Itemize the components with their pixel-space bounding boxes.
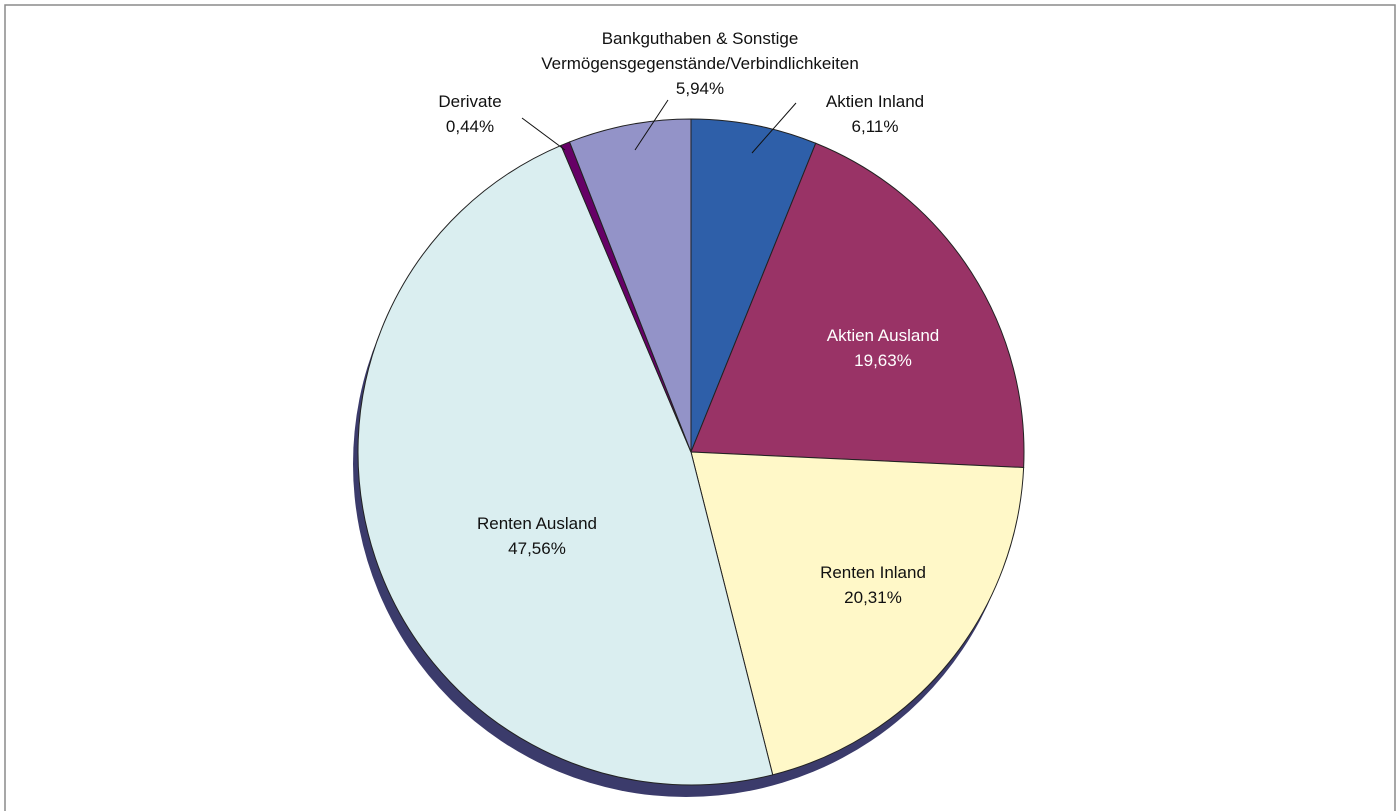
slice-label: Aktien Inland [825,92,925,111]
pie-slice [690,451,1025,776]
pie-slice [690,118,817,453]
slice-value-label: 47,56% [508,539,566,558]
slice-label: Renten Inland [820,563,926,582]
slice-value-label: 19,63% [854,351,912,370]
slice-label: Derivate [438,92,502,111]
slice-value-label: 6,11% [851,117,899,136]
leader-line [751,102,797,154]
slice-label: Renten Ausland [476,514,598,533]
slice-label: Aktien Ausland [826,326,940,345]
leader-line [634,99,669,151]
leader-line [521,117,566,151]
pie-slice [568,118,692,453]
pie-slice [357,144,774,786]
slice-value-label: 0,44% [445,117,495,136]
slice-value-label: 5,94% [675,79,725,98]
slice-label: Bankguthaben & Sonstige Vermögensgegenst… [541,29,859,73]
chart-frame [4,4,1396,811]
pie-slice [690,142,1025,469]
slice-value-label: 20,31% [844,588,902,607]
